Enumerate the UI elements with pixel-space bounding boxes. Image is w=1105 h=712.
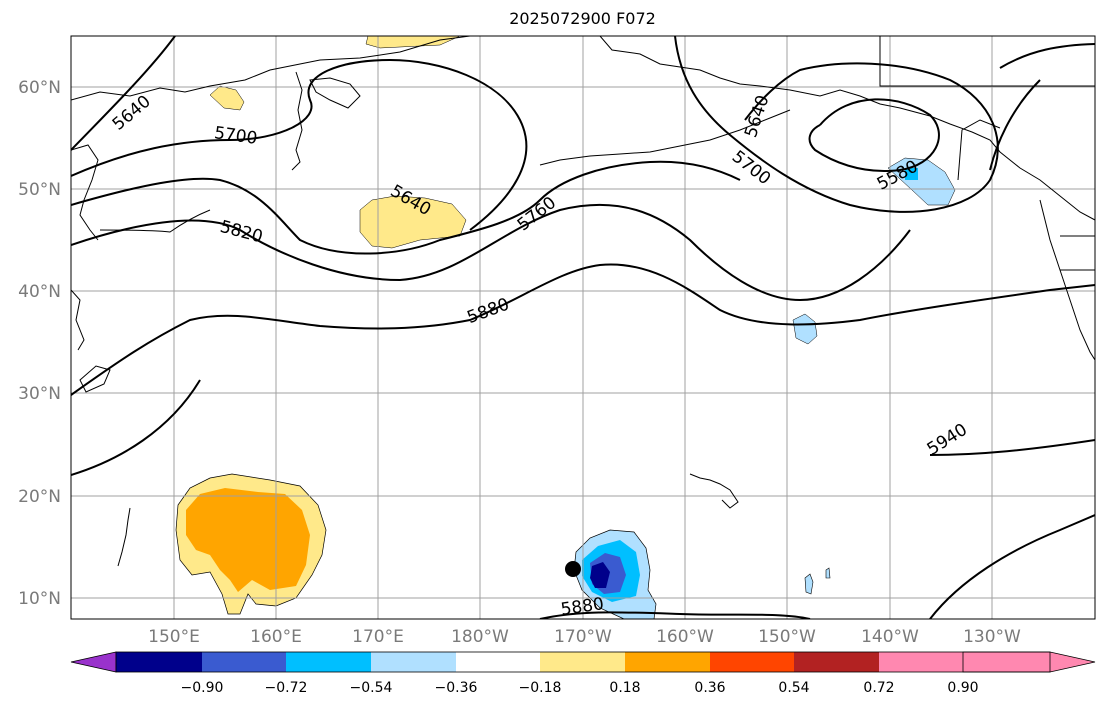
colorbar-segment bbox=[710, 652, 794, 672]
contour-line bbox=[989, 79, 1041, 171]
colorbar-segment bbox=[371, 652, 456, 672]
colorbar-segment bbox=[794, 652, 879, 672]
anomaly-area bbox=[186, 488, 310, 592]
colorbar-tick-label: 0.72 bbox=[863, 680, 894, 696]
contour-line bbox=[71, 36, 176, 151]
colorbar-tick-label: 0.54 bbox=[778, 680, 809, 696]
anomaly-area bbox=[590, 562, 610, 588]
lon-label: 170°E bbox=[352, 627, 404, 647]
contour-line bbox=[999, 43, 1095, 69]
colorbar-extend-high bbox=[962, 651, 1096, 673]
anomaly-area bbox=[359, 195, 467, 249]
lon-label: 160°W bbox=[656, 627, 714, 647]
colorbar-tick-label: −0.36 bbox=[435, 680, 478, 696]
colorbar-segment bbox=[456, 652, 540, 672]
contour-line bbox=[674, 36, 999, 213]
contour-line bbox=[71, 379, 201, 476]
colorbar: −0.90 −0.72 −0.54 −0.36 −0.18 0.18 0.36 … bbox=[70, 651, 1096, 696]
contour-line bbox=[71, 160, 741, 255]
anomaly-area bbox=[804, 573, 814, 595]
colorbar-tick-label: −0.90 bbox=[181, 680, 224, 696]
colorbar-tick-label: −0.72 bbox=[265, 680, 308, 696]
colorbar-tick-label: −0.18 bbox=[519, 680, 562, 696]
colorbar-segment bbox=[879, 652, 963, 672]
colorbar-tick-label: −0.54 bbox=[350, 680, 393, 696]
lon-label: 140°W bbox=[861, 627, 919, 647]
colorbar-segment bbox=[202, 652, 286, 672]
contour-line bbox=[71, 263, 1095, 396]
colorbar-extend-low bbox=[70, 651, 117, 673]
lat-label: 10°N bbox=[18, 589, 61, 609]
anomaly-area bbox=[905, 168, 918, 180]
lon-label: 170°W bbox=[554, 627, 612, 647]
map-title: 2025072900 F072 bbox=[509, 9, 656, 28]
contour-line bbox=[929, 514, 1095, 619]
lon-label: 180°W bbox=[451, 627, 509, 647]
marker-dot[interactable] bbox=[565, 561, 581, 577]
longitude-labels: 150°E 160°E 170°E 180°W 170°W 160°W 150°… bbox=[148, 627, 1021, 647]
lat-label: 60°N bbox=[18, 78, 61, 98]
height-contours bbox=[71, 36, 1095, 619]
colorbar-segment bbox=[286, 652, 371, 672]
anomaly-area bbox=[365, 36, 461, 49]
colorbar-tick-label: 0.90 bbox=[947, 680, 978, 696]
latitude-labels: 60°N 50°N 40°N 30°N 20°N 10°N bbox=[18, 78, 61, 609]
contour-line bbox=[929, 439, 1095, 456]
colorbar-tick-label: 0.36 bbox=[694, 680, 725, 696]
colorbar-segment bbox=[625, 652, 710, 672]
contour-line bbox=[539, 611, 811, 619]
lon-label: 150°W bbox=[758, 627, 816, 647]
contour-line bbox=[71, 58, 528, 231]
lat-label: 30°N bbox=[18, 384, 61, 404]
colorbar-segment bbox=[540, 652, 625, 672]
colorbar-segment bbox=[116, 652, 202, 672]
anomaly-area bbox=[825, 567, 831, 579]
contour-line bbox=[71, 203, 911, 302]
map-frame bbox=[70, 35, 1096, 620]
lat-label: 50°N bbox=[18, 180, 61, 200]
coastlines bbox=[71, 36, 1095, 567]
colorbar-tick-label: 0.18 bbox=[609, 680, 640, 696]
contour-line bbox=[808, 98, 940, 172]
anomaly-area bbox=[792, 313, 818, 345]
lon-label: 130°W bbox=[963, 627, 1021, 647]
lat-label: 20°N bbox=[18, 487, 61, 507]
lon-label: 160°E bbox=[250, 627, 302, 647]
anomaly-area bbox=[209, 85, 245, 111]
lon-label: 150°E bbox=[148, 627, 200, 647]
lat-label: 40°N bbox=[18, 282, 61, 302]
